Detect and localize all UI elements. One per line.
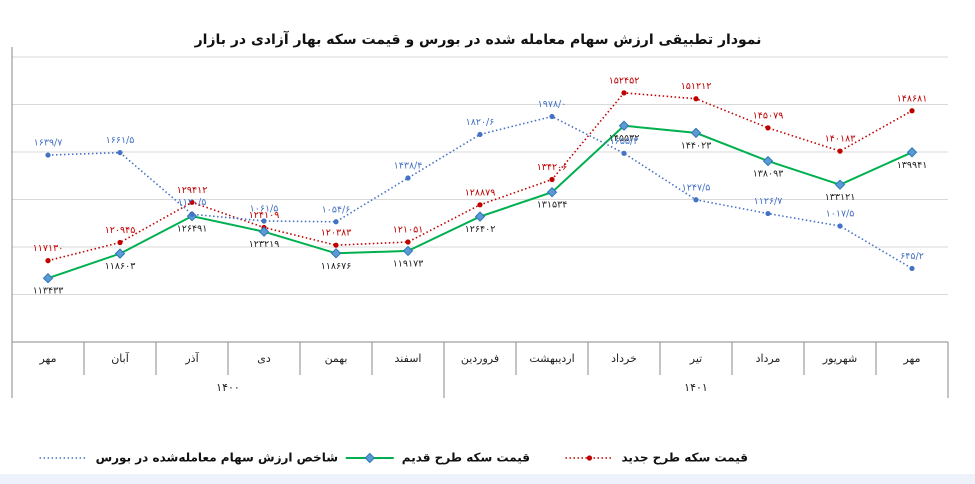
data-label: ۱۳۸۰۹۳	[753, 169, 784, 180]
data-point	[333, 219, 339, 225]
data-point	[477, 131, 483, 138]
x-tick-label: فروردین	[461, 352, 499, 365]
data-label: ۱۰۵۴/۶	[322, 204, 351, 215]
chart-title: نمودار تطبیقی ارزش سهام معامله شده در بو…	[194, 30, 762, 48]
data-point	[477, 202, 483, 208]
legend-label: شاخص ارزش سهام معامله‌شده در بورس	[96, 451, 338, 466]
data-label: ۱۴۵۵۳۲	[609, 133, 640, 144]
legend-label: قیمت سکه طرح قدیم	[402, 451, 530, 465]
data-point	[405, 175, 411, 181]
data-label: ۱۹۷۸/۰	[538, 99, 567, 110]
x-tick-label: تیر	[689, 352, 702, 365]
data-label: ۱۵۲۴۵۲	[609, 75, 640, 86]
data-point	[765, 210, 771, 217]
data-label: ۱۳۱۵۳۴	[537, 200, 568, 211]
data-label: ۱۲۹۴۱۲	[177, 185, 208, 196]
data-label: ۱۴۳۸/۴	[394, 161, 423, 172]
data-point	[837, 148, 843, 154]
data-label: ۱۴۴۰۲۳	[681, 140, 712, 151]
x-tick-label: مرداد	[756, 352, 781, 365]
data-label: ۱۲۴۱۰۹	[249, 210, 280, 221]
group-label: ۱۴۰۱	[684, 381, 708, 394]
data-label: ۱۱۷۱۳۰	[33, 243, 64, 254]
data-point	[45, 152, 51, 158]
data-label: ۱۳۳۱۲۱	[825, 192, 856, 203]
data-point	[621, 150, 627, 156]
data-label: ۱۲۸۸۷۹	[465, 187, 496, 198]
data-point	[261, 218, 267, 224]
data-point	[45, 258, 51, 264]
data-point	[837, 223, 843, 229]
x-tick-label: مهر	[38, 352, 56, 365]
data-label: ۱۸۲۰/۶	[466, 117, 495, 128]
data-label: ۱۴۵۰۷۹	[753, 110, 784, 121]
data-point	[333, 242, 339, 248]
data-point	[549, 176, 555, 183]
data-label: ۱۲۱۰۵۱	[393, 225, 424, 236]
x-tick-label: اردیبهشت	[529, 352, 574, 365]
data-point	[117, 149, 123, 156]
x-tick-label: دی	[257, 352, 271, 365]
footer-band	[0, 474, 975, 484]
data-point	[906, 147, 918, 158]
data-point	[402, 245, 414, 257]
data-point	[189, 199, 195, 205]
data-point	[189, 211, 195, 217]
data-point	[258, 226, 270, 237]
data-label: ۱۴۰۱۸۳	[825, 134, 856, 145]
data-label: ۱۲۶۴۰۲	[465, 224, 496, 235]
data-label: ۶۴۵/۲	[900, 251, 924, 262]
legend-marker	[364, 452, 375, 464]
data-label: ۱۲۶۴۹۱	[177, 224, 208, 235]
data-label: ۱۶۵۵/۳	[610, 136, 639, 147]
data-point	[765, 125, 771, 131]
legend-marker	[586, 455, 593, 461]
data-label: ۱۶۳۹/۷	[34, 138, 63, 149]
data-label: ۱۱۸۶۷۶	[321, 261, 352, 272]
data-point	[117, 239, 123, 246]
data-label: ۱۱۳۴۳۳	[33, 286, 64, 297]
data-label: ۱۱۲۶/۷	[754, 196, 783, 207]
data-point	[330, 248, 342, 259]
data-label: ۱۱۹۱۷۳	[393, 258, 424, 269]
data-label: ۱۲۳۲۱۹	[249, 239, 280, 250]
data-point	[405, 239, 411, 245]
data-point	[909, 108, 915, 114]
x-tick-label: آذر	[184, 351, 199, 365]
data-point	[621, 90, 627, 96]
data-label: ۱۴۸۶۸۱	[897, 93, 928, 104]
data-point	[474, 211, 486, 222]
data-label: ۱۲۰۹۴۵	[105, 225, 136, 236]
data-label: ۱۲۰۳۸۳	[321, 228, 352, 239]
x-tick-label: اسفند	[395, 352, 422, 365]
data-point	[693, 197, 699, 203]
data-label: ۱۰۶۱/۵	[250, 203, 279, 214]
data-label: ۱۰۱۷/۵	[826, 209, 855, 220]
data-point	[114, 248, 126, 259]
x-tick-label: شهریور	[822, 352, 857, 365]
group-label: ۱۴۰۰	[216, 381, 240, 394]
data-label: ۱۳۴۲۰۶	[537, 162, 568, 173]
data-label: ۱۲۴۷/۵	[682, 182, 711, 193]
x-tick-label: مهر	[902, 352, 920, 365]
data-point	[546, 187, 558, 198]
x-tick-label: بهمن	[325, 352, 348, 365]
data-point	[762, 155, 774, 167]
legend-label: قیمت سکه طرح جدید	[621, 451, 748, 465]
data-label: ۱۵۱۲۱۲	[681, 81, 712, 92]
data-point	[909, 265, 915, 272]
data-point	[834, 179, 846, 190]
data-point	[42, 272, 54, 284]
x-tick-label: آبان	[111, 351, 129, 365]
data-point	[549, 113, 555, 120]
data-label: ۱۳۹۹۴۱	[897, 160, 928, 171]
data-label: ۱۶۶۱/۵	[106, 135, 135, 146]
x-tick-label: خرداد	[611, 352, 637, 365]
data-point	[693, 96, 699, 102]
data-label: ۱۱۸۶۰۳	[105, 261, 136, 272]
data-point	[618, 120, 630, 131]
data-point	[690, 127, 702, 139]
data-label: ۱۱۲۰/۵	[178, 197, 207, 208]
